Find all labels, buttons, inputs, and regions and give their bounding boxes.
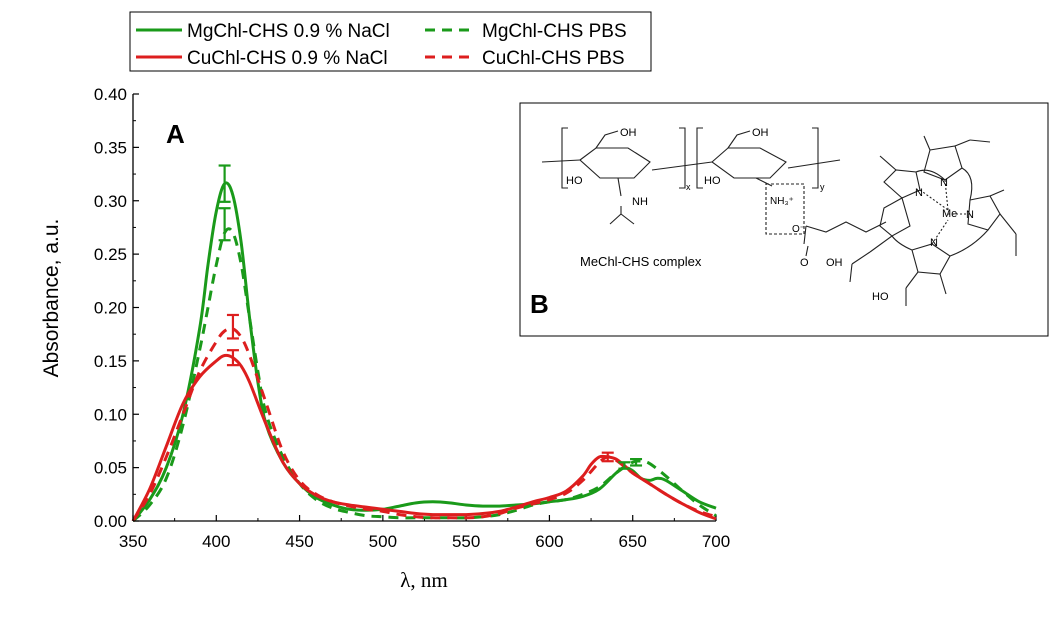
y-tick-label: 0.20 <box>94 299 127 318</box>
legend: MgChl-CHS 0.9 % NaCl MgChl-CHS PBS CuChl… <box>129 11 652 72</box>
legend-entry-1: MgChl-CHS 0.9 % NaCl <box>136 21 390 42</box>
label-ho-1: HO <box>566 175 583 187</box>
legend-label-4: CuChl-CHS PBS <box>482 48 625 69</box>
y-tick-label: 0.30 <box>94 192 127 211</box>
label-oh-1: OH <box>620 127 637 139</box>
label-x: x <box>686 182 691 192</box>
label-nh3: NH₃⁺ <box>770 196 794 207</box>
legend-entry-3: CuChl-CHS 0.9 % NaCl <box>136 48 388 69</box>
y-tick-label: 0.10 <box>94 405 127 424</box>
label-o-minus: O⁻ <box>792 224 805 235</box>
x-tick-label: 350 <box>119 532 147 551</box>
label-cooh-oh: OH <box>826 257 843 269</box>
label-cooh-ho: HO <box>872 291 889 303</box>
series-line-3 <box>131 353 717 522</box>
x-axis-title: λ, nm <box>400 568 448 592</box>
label-n-1: N <box>915 187 923 199</box>
legend-label-2: MgChl-CHS PBS <box>482 21 627 42</box>
y-tick-label: 0.35 <box>94 138 127 157</box>
x-tick-label: 650 <box>619 532 647 551</box>
plot-area: 350 400 450 500 550 600 650 700 0.00 0.05 0.10 0.15… <box>94 85 730 551</box>
x-tick-label: 500 <box>369 532 397 551</box>
legend-entry-2: MgChl-CHS PBS <box>425 21 627 42</box>
label-y: y <box>820 182 825 192</box>
y-tick-label: 0.40 <box>94 85 127 104</box>
error-bar <box>218 164 231 203</box>
x-tick-label: 700 <box>702 532 730 551</box>
label-n-2: N <box>940 177 948 189</box>
inset-structure: B MeChl-CHS complex <box>519 102 1049 337</box>
chitosan-structure-icon <box>541 127 1017 306</box>
label-n-4: N <box>930 237 938 249</box>
series-line-1 <box>131 181 717 522</box>
axis-ticks: 350 400 450 500 550 600 650 700 0.00 0.05 0.10 0.15… <box>94 85 730 551</box>
legend-entry-4: CuChl-CHS PBS <box>425 48 625 69</box>
y-tick-label: 0.05 <box>94 459 127 478</box>
y-axis-title: Absorbance, a.u. <box>40 219 63 378</box>
y-tick-label: 0.00 <box>94 512 127 531</box>
error-bar <box>226 349 239 367</box>
error-bar <box>226 313 239 340</box>
legend-label-1: MgChl-CHS 0.9 % NaCl <box>187 21 390 42</box>
error-bar <box>618 461 631 470</box>
error-bars <box>218 164 643 470</box>
error-bar <box>630 457 643 467</box>
legend-label-3: CuChl-CHS 0.9 % NaCl <box>187 48 388 69</box>
x-tick-label: 600 <box>535 532 563 551</box>
label-nh: NH <box>632 196 648 208</box>
label-metal: Me <box>942 208 957 220</box>
x-tick-label: 450 <box>285 532 313 551</box>
panel-label-a: A <box>166 119 185 149</box>
inset-caption: MeChl-CHS complex <box>580 254 702 269</box>
label-o: O <box>800 257 809 269</box>
y-tick-label: 0.15 <box>94 352 127 371</box>
y-tick-label: 0.25 <box>94 245 127 264</box>
label-oh-2: OH <box>752 127 769 139</box>
x-tick-label: 550 <box>452 532 480 551</box>
label-n-3: N <box>966 209 974 221</box>
label-ho-2: HO <box>704 175 721 187</box>
structure-labels: OH OH HO HO NH x y NH₃⁺ O⁻ O Me N N N N … <box>566 127 974 303</box>
series-line-4 <box>131 326 717 522</box>
panel-label-b: B <box>530 289 549 319</box>
error-bar <box>218 207 231 242</box>
x-tick-label: 400 <box>202 532 230 551</box>
error-bar <box>601 451 614 463</box>
